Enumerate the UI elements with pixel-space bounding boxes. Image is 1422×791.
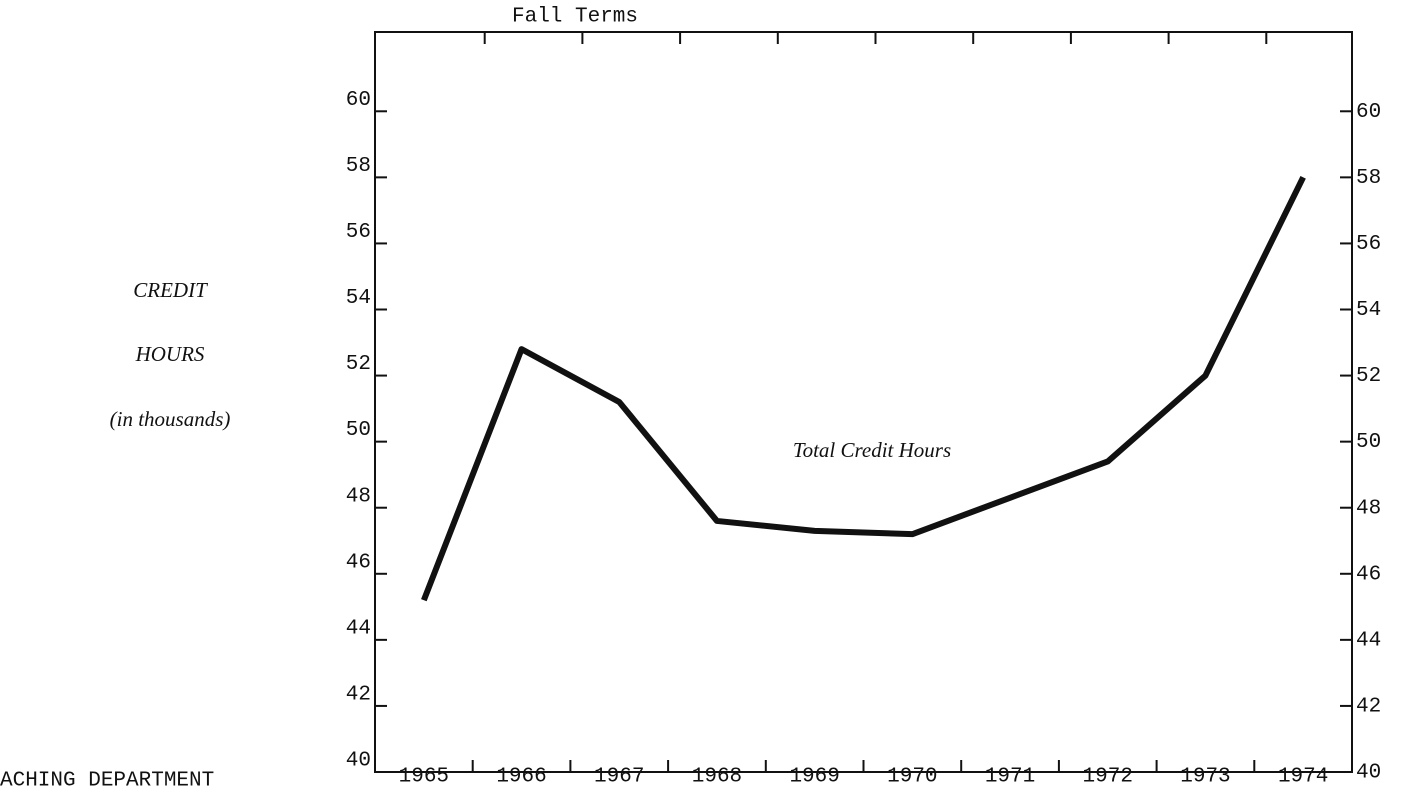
x-tick-label: 1969 [789,766,839,789]
y-axis-label: HOURS [135,342,205,366]
x-tick-label: 1974 [1278,766,1328,789]
y-tick-label: 44 [346,617,371,640]
chart-title: Fall Terms [512,6,638,29]
footer-text: ACHING DEPARTMENT [0,770,214,791]
x-tick-label: 1967 [594,766,644,789]
x-tick-label: 1971 [985,766,1035,789]
x-tick-label: 1972 [1083,766,1133,789]
y2-tick-label: 52 [1356,365,1381,388]
y-tick-label: 54 [346,287,371,310]
y-tick-label: 56 [346,221,371,244]
y-tick-label: 42 [346,683,371,706]
y2-tick-label: 44 [1356,629,1381,652]
y-tick-label: 60 [346,89,371,112]
x-tick-label: 1968 [692,766,742,789]
y-tick-label: 52 [346,353,371,376]
y2-tick-label: 40 [1356,762,1381,785]
y-tick-label: 48 [346,485,371,508]
x-tick-label: 1965 [399,766,449,789]
y-tick-label: 58 [346,155,371,178]
plot-frame [374,31,1353,773]
y2-tick-label: 54 [1356,299,1381,322]
y2-tick-label: 50 [1356,431,1381,454]
data-line [421,176,1306,602]
y-axis-label: CREDIT [133,278,208,302]
x-tick-label: 1973 [1180,766,1230,789]
y2-tick-label: 60 [1356,101,1381,124]
y2-tick-label: 46 [1356,563,1381,586]
x-tick-label: 1966 [496,766,546,789]
y-tick-label: 40 [346,750,371,773]
y-tick-label: 50 [346,419,371,442]
y2-tick-label: 58 [1356,167,1381,190]
y-axis-label: (in thousands) [110,407,231,431]
y2-tick-label: 48 [1356,497,1381,520]
y-tick-label: 46 [346,551,371,574]
x-tick-label: 1970 [887,766,937,789]
y2-tick-label: 56 [1356,233,1381,256]
annotation: Total Credit Hours [793,438,951,462]
y2-tick-label: 42 [1356,695,1381,718]
